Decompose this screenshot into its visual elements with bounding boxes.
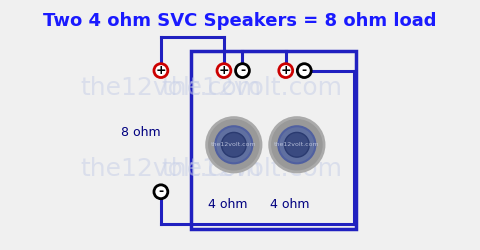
Circle shape bbox=[278, 126, 315, 163]
Circle shape bbox=[297, 64, 311, 78]
Text: -: - bbox=[240, 64, 245, 77]
Circle shape bbox=[154, 64, 168, 78]
Text: the12volt.com: the12volt.com bbox=[162, 76, 343, 100]
Circle shape bbox=[279, 64, 293, 78]
Circle shape bbox=[236, 64, 250, 78]
Text: the12volt.com: the12volt.com bbox=[211, 142, 257, 147]
Circle shape bbox=[215, 126, 252, 163]
Circle shape bbox=[206, 118, 261, 172]
Circle shape bbox=[270, 118, 324, 172]
Circle shape bbox=[285, 132, 309, 157]
Circle shape bbox=[154, 185, 168, 199]
Text: +: + bbox=[280, 64, 291, 77]
Circle shape bbox=[217, 64, 231, 78]
Text: -: - bbox=[302, 64, 307, 77]
Text: the12volt.com: the12volt.com bbox=[162, 158, 343, 182]
Circle shape bbox=[221, 132, 246, 157]
Text: 8 ohm: 8 ohm bbox=[121, 126, 161, 139]
Text: 4 ohm: 4 ohm bbox=[208, 198, 247, 210]
Text: Two 4 ohm SVC Speakers = 8 ohm load: Two 4 ohm SVC Speakers = 8 ohm load bbox=[43, 12, 437, 30]
Text: +: + bbox=[156, 64, 166, 77]
Text: the12volt.com: the12volt.com bbox=[80, 158, 261, 182]
Text: 4 ohm: 4 ohm bbox=[270, 198, 309, 210]
Text: the12volt.com: the12volt.com bbox=[80, 76, 261, 100]
Text: +: + bbox=[218, 64, 229, 77]
Text: the12volt.com: the12volt.com bbox=[274, 142, 320, 147]
Text: -: - bbox=[158, 185, 164, 198]
